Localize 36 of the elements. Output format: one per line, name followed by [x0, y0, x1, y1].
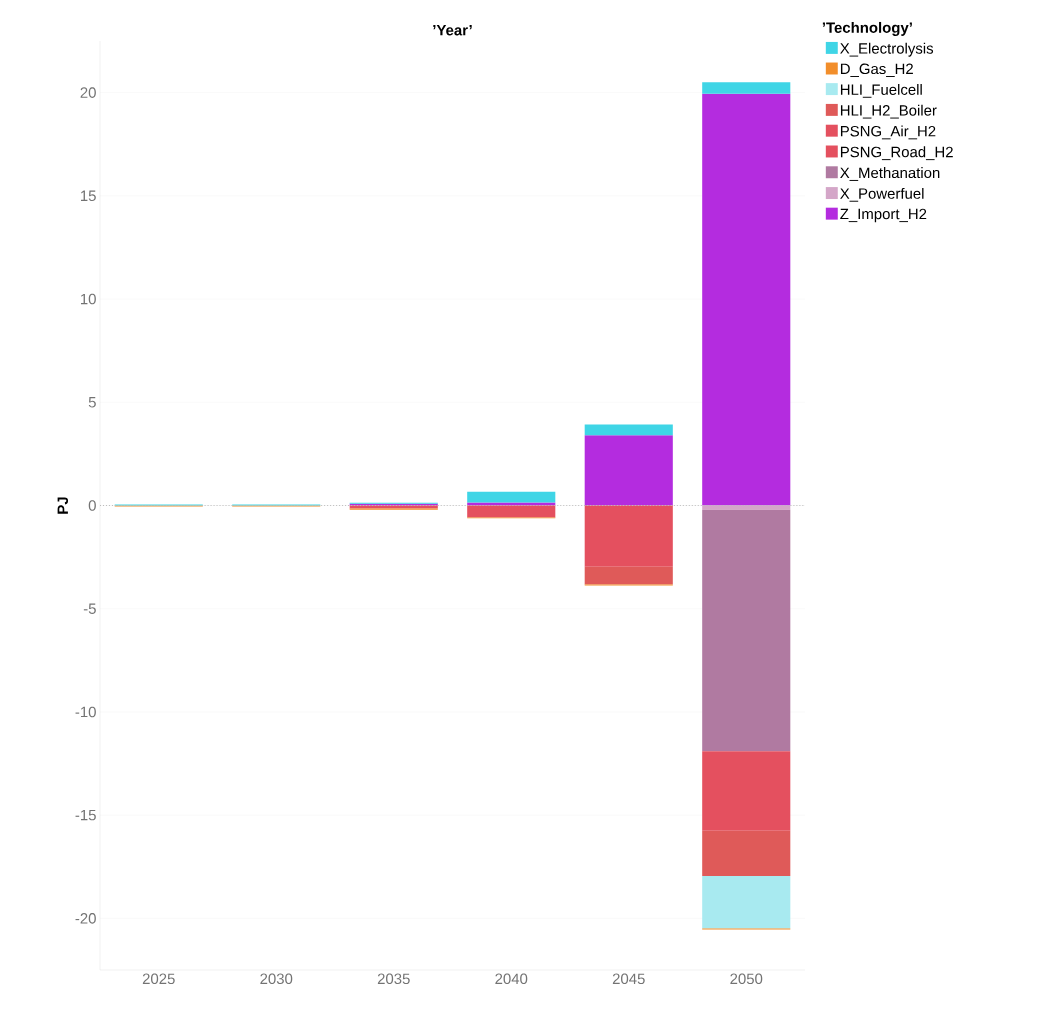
y-tick-label: -15: [75, 809, 96, 821]
y-tick-label: 20: [80, 87, 96, 98]
x-tick-label: 2035: [377, 973, 410, 985]
legend-label: HLI_H2_Boiler: [840, 104, 937, 119]
y-tick-label: 15: [81, 190, 96, 202]
legend-label: PSNG_Air_H2: [840, 125, 936, 140]
legend-label: X_Methanation: [840, 167, 940, 181]
legend-label: HLI_Fuelcell: [840, 83, 922, 98]
y-axis-title: PJ: [57, 497, 69, 514]
legend-label: X_Electrolysis: [840, 42, 934, 57]
bar: [467, 505, 556, 518]
legend-label: X_Powerfuel: [840, 187, 924, 202]
bar: [584, 424, 673, 436]
bar: [702, 93, 791, 506]
y-tick-label: -20: [75, 913, 96, 924]
bar: [584, 435, 673, 506]
legend-label: D_Gas_H2: [840, 63, 913, 77]
legend-title: ’Technology’: [822, 21, 912, 36]
y-tick-label: 10: [81, 293, 96, 305]
legend-label: Z_Import_H2: [840, 208, 927, 223]
bar: [702, 505, 791, 510]
bar: [467, 491, 556, 503]
x-tick-label: 2050: [730, 973, 763, 985]
y-tick-label: -5: [83, 603, 96, 614]
legend-label: PSNG_Road_H2: [840, 146, 953, 161]
chart-title: ’Year’: [433, 25, 472, 36]
bar: [702, 876, 791, 929]
y-tick-label: 5: [88, 397, 96, 408]
bar: [702, 509, 791, 752]
x-tick-label: 2045: [612, 973, 645, 985]
x-tick-label: 2025: [142, 973, 175, 985]
x-tick-label: 2030: [260, 973, 293, 985]
bar: [702, 82, 791, 94]
y-tick-label: 0: [88, 500, 96, 511]
x-tick-label: 2040: [495, 973, 528, 985]
y-tick-label: -10: [75, 706, 96, 718]
